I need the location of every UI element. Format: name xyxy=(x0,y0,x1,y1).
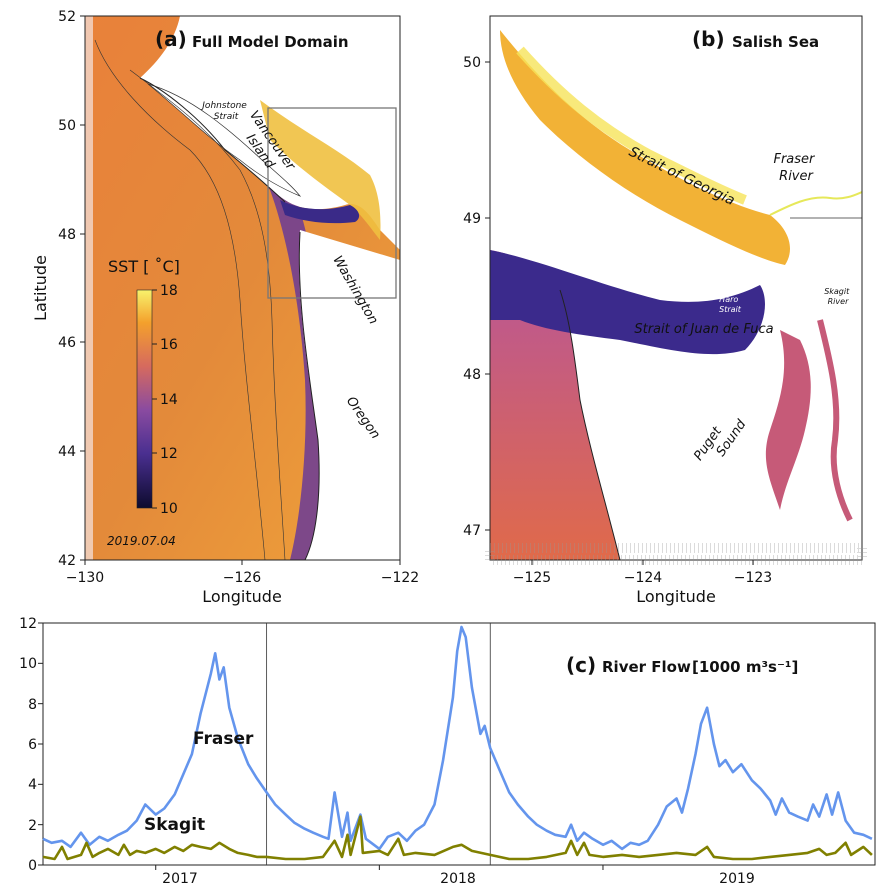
panel-b-puget xyxy=(765,330,811,510)
panel-a-colorbar-label: SST [ ˚C] xyxy=(108,257,180,276)
panel-b-fraser-river xyxy=(769,191,863,216)
panel-a-y-ticks: 52 50 48 46 44 42 xyxy=(58,9,85,569)
panel-b-place-haro: Haro Strait xyxy=(719,295,742,314)
panel-a-contour-2 xyxy=(129,69,286,561)
panel-b-title: Salish Sea xyxy=(732,33,819,51)
panel-a-juan-de-fuca xyxy=(280,200,360,224)
panel-b-place-fraser: Fraser River xyxy=(773,152,818,184)
panel-a-y-tick-label: 48 xyxy=(58,227,76,243)
panel-b-x-tick-label: −124 xyxy=(624,570,663,586)
colorbar-tick-label: 14 xyxy=(160,392,178,408)
panel-a-title: Full Model Domain xyxy=(192,33,349,51)
panel-c-y-tick-label: 12 xyxy=(19,616,37,632)
panel-c-label: (c) xyxy=(566,653,596,677)
panel-c-y-tick-label: 6 xyxy=(28,737,37,753)
panel-b-juan-de-fuca xyxy=(490,250,765,355)
panel-a-colorbar-ticks: 18 16 14 12 10 xyxy=(152,283,178,517)
panel-b-place-skagit: Skagit River xyxy=(824,287,852,306)
panel-b-label: (b) xyxy=(692,27,725,51)
panel-b-y-tick-label: 50 xyxy=(463,55,481,71)
panel-a-vancouver-island xyxy=(147,83,302,197)
panel-b-coastline xyxy=(559,289,621,561)
panel-a-colorbar xyxy=(136,289,153,509)
panel-b-xlabel: Longitude xyxy=(636,587,716,606)
colorbar-tick-label: 10 xyxy=(160,501,178,517)
panel-a-west-fade xyxy=(85,16,93,560)
panel-a-y-tick-label: 52 xyxy=(58,9,76,25)
colorbar-tick-label: 18 xyxy=(160,283,178,299)
panel-a-y-tick-label: 46 xyxy=(58,335,76,351)
panel-b-y-ticks: 50 49 48 47 xyxy=(463,55,490,539)
panel-b-y-tick-label: 49 xyxy=(463,211,481,227)
panel-a-label: (a) xyxy=(155,27,187,51)
panel-b-y-tick-label: 48 xyxy=(463,367,481,383)
panel-a-ylabel: Latitude xyxy=(31,255,50,321)
colorbar-tick-label: 12 xyxy=(160,446,178,462)
panel-c-ticks xyxy=(38,622,604,870)
panel-a-x-tick-label: −122 xyxy=(381,570,419,586)
panel-a-y-tick-label: 44 xyxy=(58,444,76,460)
panel-a-upwelling xyxy=(160,88,322,560)
panel-a-x-tick-label: −130 xyxy=(66,570,104,586)
series-line-skagit xyxy=(42,815,873,861)
panel-a-x-tick-label: −126 xyxy=(223,570,262,586)
panel-b: −125 −124 −123 50 49 48 47 Longitude (b)… xyxy=(463,15,867,606)
panel-a-y-tick-label: 42 xyxy=(58,553,76,569)
panel-c-y-tick-label: 2 xyxy=(28,818,37,834)
panel-c-series-label-fraser: Fraser xyxy=(193,729,254,749)
panel-b-place-juan: Strait of Juan de Fuca xyxy=(634,322,773,337)
panel-c-series xyxy=(42,625,873,861)
panel-a: −130 −126 −122 52 50 48 46 44 42 Longitu… xyxy=(31,9,419,606)
panel-b-georgia xyxy=(500,30,790,265)
panel-a-place-johnstone: Johnstone Strait xyxy=(200,101,249,122)
panel-c-y-tick-label: 10 xyxy=(19,656,37,672)
panel-a-salish-box xyxy=(267,107,397,299)
panel-a-y-tick-label: 50 xyxy=(58,118,76,134)
panel-c-x-tick-label: 2019 xyxy=(719,871,755,887)
panel-c-series-label-skagit: Skagit xyxy=(144,815,205,835)
panel-a-coastline xyxy=(139,77,320,561)
panel-c-y-tick-label: 8 xyxy=(28,697,37,713)
panel-c-title: River Flow xyxy=(602,658,691,676)
series-line-fraser xyxy=(42,625,873,851)
panel-b-ocean xyxy=(490,250,620,560)
panel-c: 12 10 8 6 4 2 0 2017 2018 2019 (c) River… xyxy=(19,616,876,887)
panel-a-x-ticks: −130 −126 −122 xyxy=(66,560,419,586)
panel-b-x-ticks: −125 −124 −123 xyxy=(513,560,772,586)
panel-b-frame xyxy=(489,15,863,561)
panel-b-georgia-highlight xyxy=(516,46,747,205)
panel-a-xlabel: Longitude xyxy=(202,587,282,606)
panel-b-x-tick-label: −123 xyxy=(734,570,772,586)
panel-b-puget-2 xyxy=(817,319,853,522)
panel-a-contour-1 xyxy=(94,39,266,561)
panel-c-x-tick-label: 2018 xyxy=(440,871,476,887)
panel-b-x-tick-label: −125 xyxy=(513,570,551,586)
panel-a-salish-strip xyxy=(260,100,381,240)
panel-c-y-tick-label: 0 xyxy=(28,858,37,874)
panel-a-date: 2019.07.04 xyxy=(107,534,176,548)
panel-c-unit: [1000 m³s⁻¹] xyxy=(692,658,798,676)
panel-c-y-tick-label: 4 xyxy=(28,777,37,793)
panel-b-y-tick-label: 47 xyxy=(463,523,481,539)
colorbar-tick-label: 16 xyxy=(160,337,178,353)
panel-c-x-tick-label: 2017 xyxy=(162,871,198,887)
